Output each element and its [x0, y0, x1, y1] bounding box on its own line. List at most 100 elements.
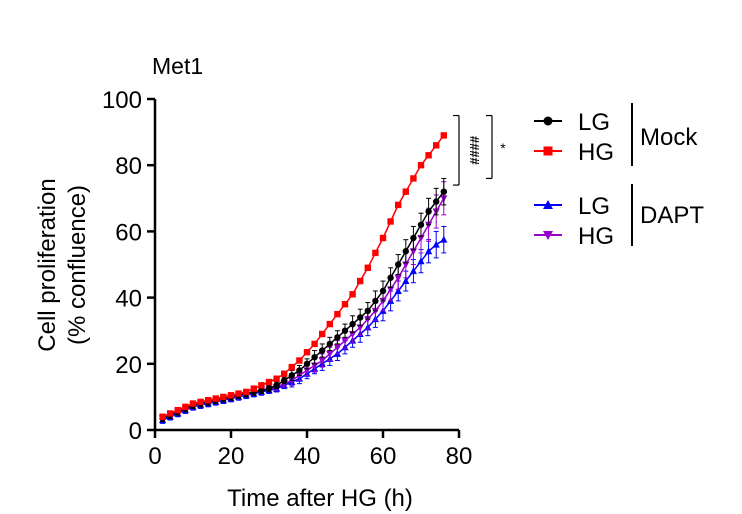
data-point: [394, 274, 402, 282]
data-point: [372, 297, 379, 305]
x-tick-label: 80: [446, 443, 473, 470]
data-point: [311, 340, 318, 348]
y-axis-label: Cell proliferation (% confluence): [34, 178, 91, 351]
x-tick-label: 20: [218, 443, 245, 470]
data-point: [357, 277, 364, 285]
x-tick-label: 0: [148, 443, 161, 470]
data-point: [364, 307, 371, 315]
data-point: [250, 385, 257, 392]
data-point: [326, 320, 333, 328]
legend-label-mock-hg: HG: [578, 139, 614, 166]
data-point: [394, 286, 402, 294]
data-point: [174, 406, 181, 414]
data-point: [402, 248, 409, 255]
significance-star: *: [500, 140, 506, 156]
y-tick-label: 100: [102, 87, 142, 114]
data-point: [440, 188, 447, 195]
y-tick-label: 80: [115, 153, 142, 180]
data-point: [349, 291, 356, 298]
data-point: [243, 388, 250, 396]
data-point: [425, 152, 432, 159]
data-point: [341, 301, 349, 308]
data-point: [167, 410, 174, 417]
data-point: [273, 382, 280, 389]
data-point: [334, 334, 341, 341]
series-dapt-hg: [159, 181, 448, 423]
data-point: [417, 257, 425, 265]
data-point: [182, 403, 189, 411]
x-tick-label: 40: [294, 443, 321, 470]
legend: LG HG Mock LG HG DAPT: [534, 103, 704, 250]
data-point: [296, 357, 303, 364]
series-mock-lg: [159, 177, 447, 423]
data-point: [379, 234, 387, 242]
chart-title: Met1: [152, 53, 203, 79]
legend-label-dapt-lg: LG: [578, 193, 610, 220]
data-point: [288, 363, 295, 371]
legend-marker-mock-hg: [543, 146, 553, 156]
data-point: [303, 360, 311, 367]
legend-marker-mock-lg: [543, 116, 553, 126]
y-tick-label: 40: [115, 286, 142, 313]
data-point: [440, 235, 448, 243]
data-point: [402, 277, 410, 285]
y-axis-label-line2: (% confluence): [64, 185, 91, 345]
data-point: [334, 310, 341, 318]
data-point: [387, 274, 394, 281]
data-point: [159, 413, 166, 420]
series-line: [162, 134, 445, 418]
data-point: [212, 395, 219, 402]
series-line: [162, 239, 445, 421]
data-point: [410, 175, 417, 182]
data-point: [409, 267, 417, 275]
data-point: [433, 198, 440, 205]
data-point: [395, 201, 402, 209]
data-point: [296, 367, 303, 374]
data-point: [235, 390, 242, 397]
x-axis-label: Time after HG (h): [227, 485, 413, 512]
data-point: [333, 344, 341, 352]
data-point: [357, 314, 364, 321]
data-point: [197, 398, 204, 406]
data-point: [372, 249, 379, 257]
data-point: [410, 234, 417, 242]
series-mock-hg: [159, 132, 447, 420]
x-tick-label: 60: [370, 443, 397, 470]
data-point: [349, 320, 356, 328]
data-point: [425, 208, 432, 215]
data-point: [432, 240, 440, 248]
data-point: [227, 392, 235, 399]
data-point: [326, 350, 334, 358]
data-point: [265, 378, 273, 386]
legend-label-dapt-hg: HG: [578, 223, 614, 250]
significance-hash: ####: [467, 136, 482, 166]
legend-marker-dapt-hg: [543, 231, 553, 240]
data-point: [318, 357, 326, 365]
legend-group-mock: Mock: [640, 124, 698, 151]
data-point: [395, 261, 402, 268]
y-tick-label: 20: [115, 352, 142, 379]
significance-brackets: #### *: [453, 114, 506, 186]
data-point: [341, 327, 349, 334]
data-point: [303, 349, 311, 356]
data-point: [258, 387, 265, 394]
legend-group-dapt: DAPT: [640, 202, 704, 229]
data-point: [326, 340, 333, 348]
series-layer: [159, 132, 448, 424]
y-tick-label: 60: [115, 219, 142, 246]
data-point: [265, 385, 273, 392]
data-point: [311, 353, 318, 361]
legend-label-mock-lg: LG: [578, 109, 610, 136]
series-line: [162, 191, 445, 420]
data-point: [417, 221, 425, 228]
data-point: [281, 377, 288, 384]
y-tick-label: 0: [129, 418, 142, 445]
data-point: [417, 162, 425, 169]
data-point: [319, 330, 326, 338]
data-point: [258, 382, 265, 389]
data-point: [379, 287, 387, 295]
y-axis-label-line1: Cell proliferation: [34, 178, 61, 351]
data-point: [425, 247, 433, 255]
legend-marker-dapt-lg: [543, 200, 553, 209]
